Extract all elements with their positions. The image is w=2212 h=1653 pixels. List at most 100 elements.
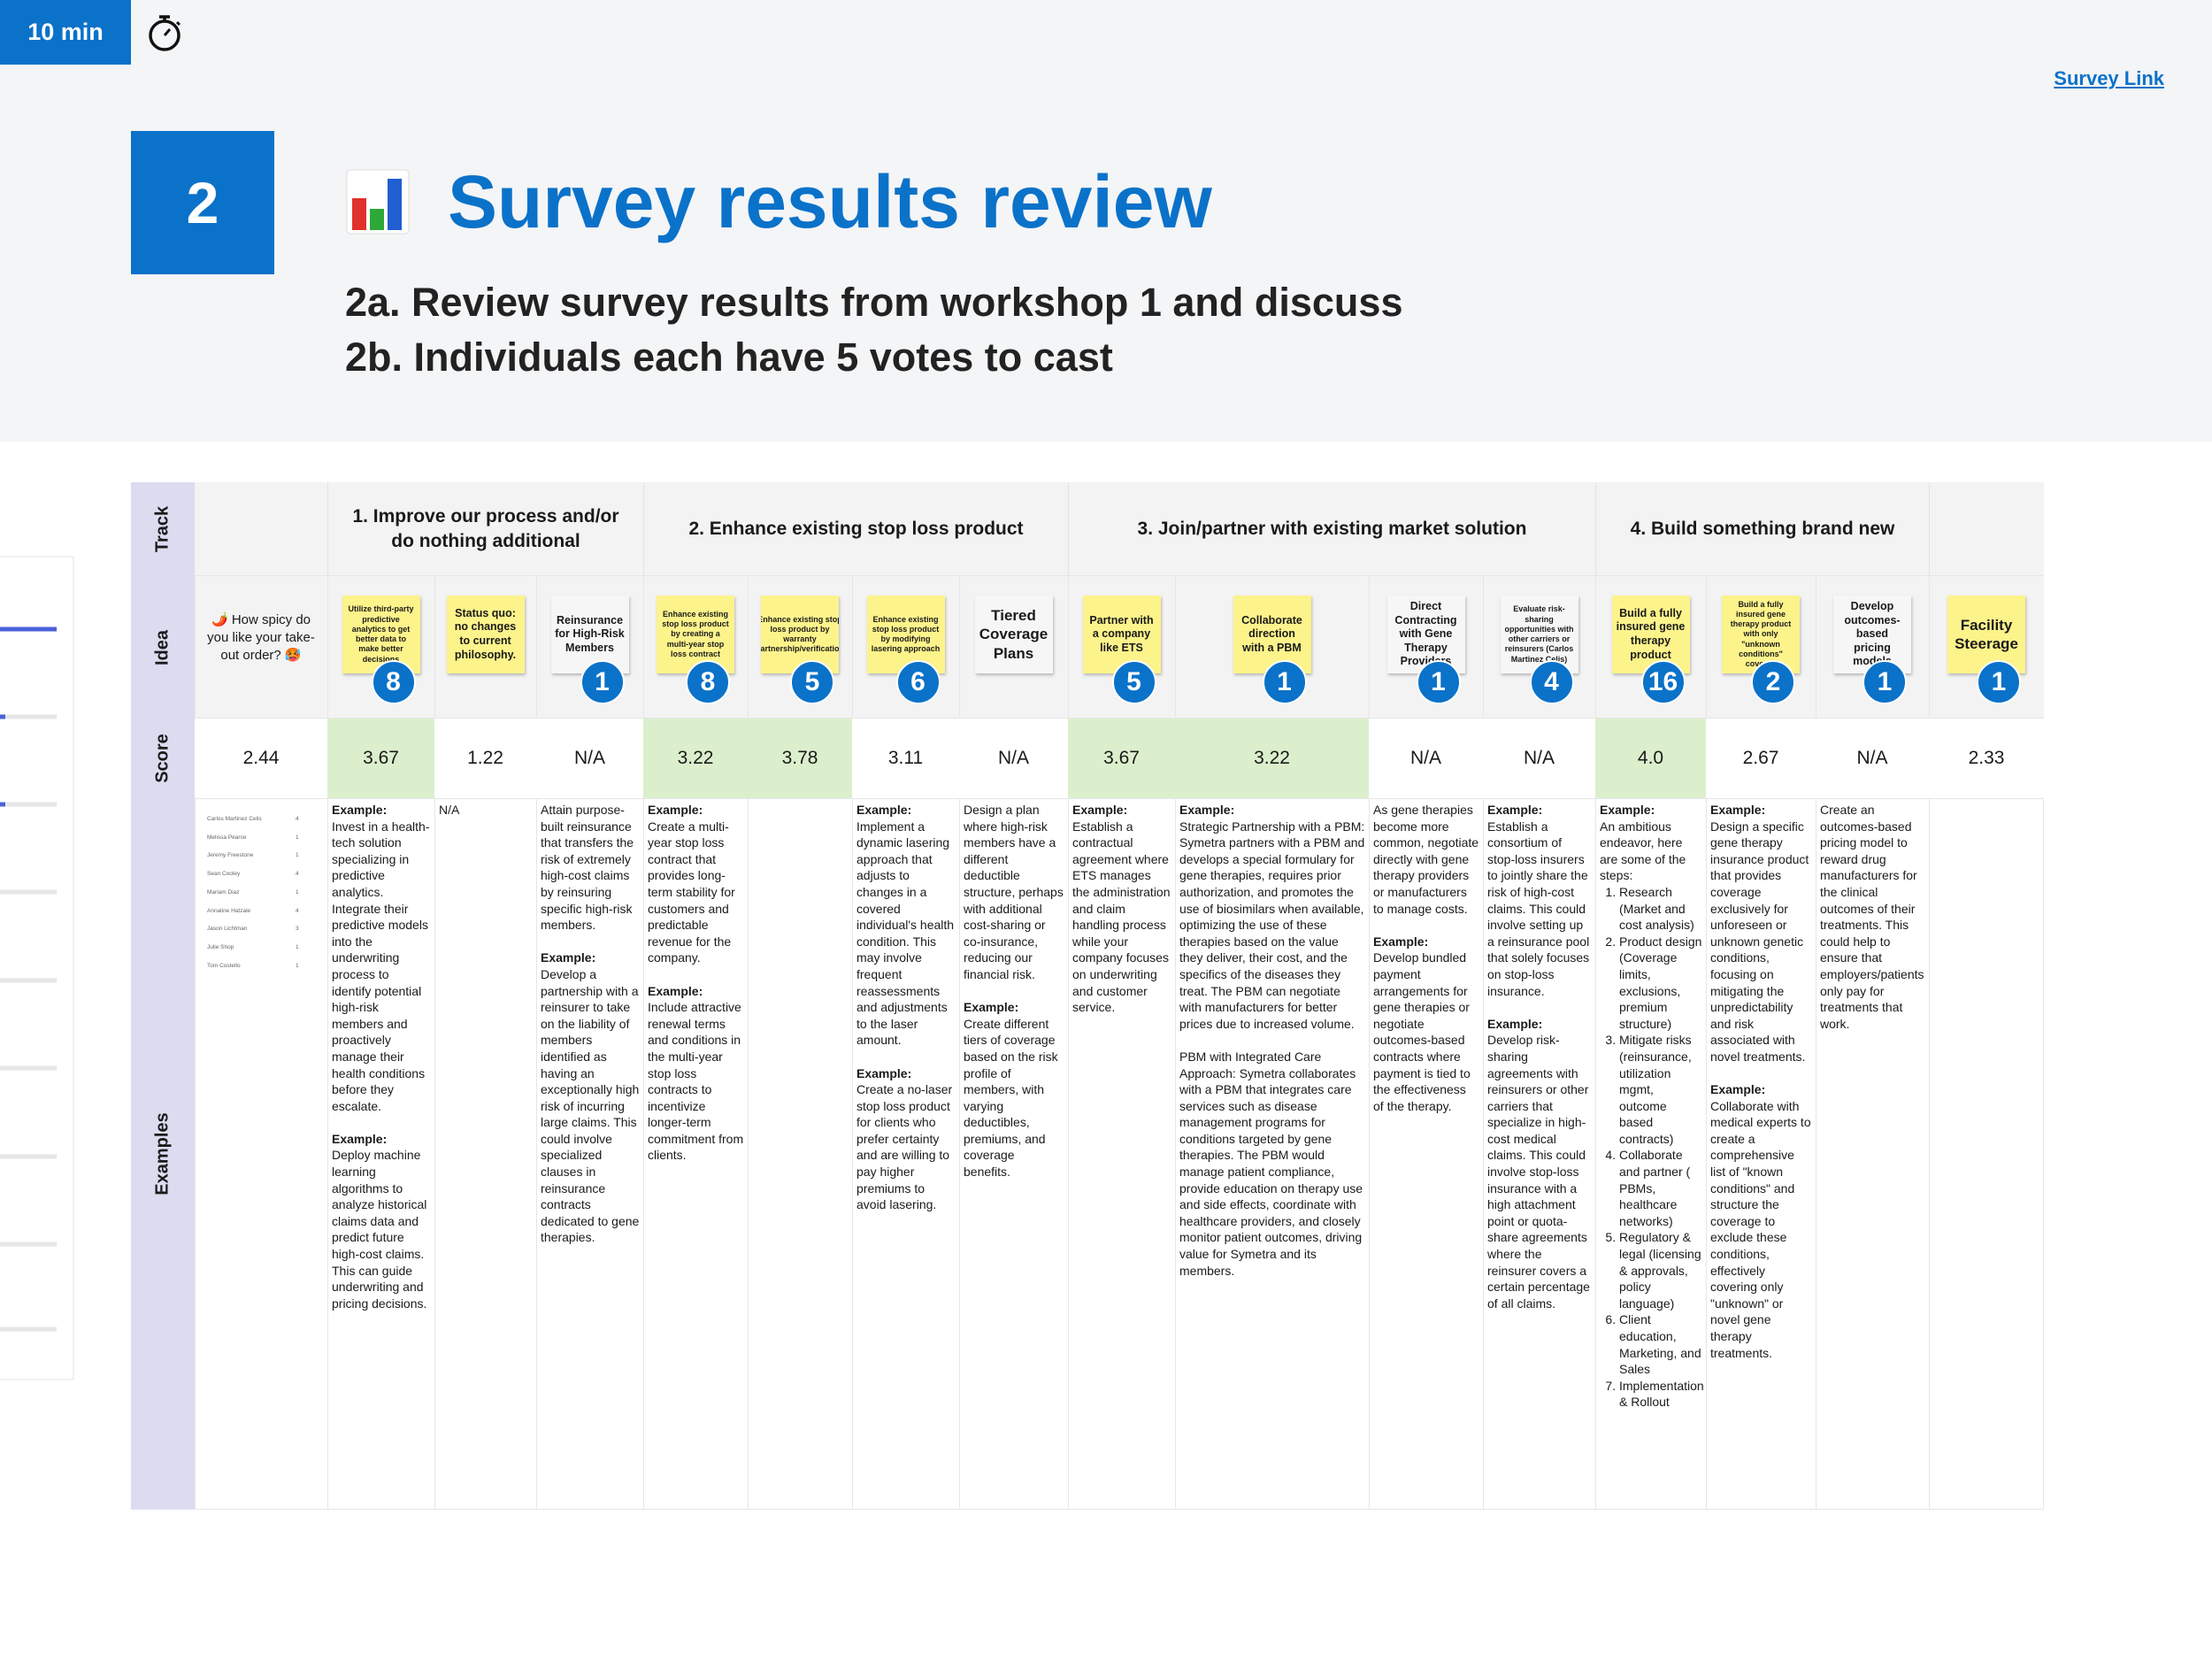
score-cell: N/A xyxy=(536,719,643,798)
example-text: N/A xyxy=(439,803,460,817)
sticky-note: Status quo: no changes to current philos… xyxy=(446,596,525,673)
score-cell: 4.0 xyxy=(1595,719,1706,798)
examples-area xyxy=(195,798,2044,1510)
chart-icon xyxy=(346,169,410,234)
example-text: Implement a dynamic lasering approach th… xyxy=(856,819,955,1048)
response-votes: 3 xyxy=(296,926,299,933)
sticky-note: Build a fully insured gene therapy produ… xyxy=(1722,596,1800,673)
track-header: 2. Enhance existing stop loss product xyxy=(643,482,1068,576)
score-cell: N/A xyxy=(959,719,1068,798)
examples-cell xyxy=(1929,798,2044,1510)
column-line xyxy=(1369,576,1370,1510)
response-name: Jason Lichtman xyxy=(207,926,248,933)
example-text: Establish a consortium of stop-loss insu… xyxy=(1487,819,1590,998)
example-block: Example: Develop risk-sharing agreements … xyxy=(1487,1016,1592,1312)
column-line xyxy=(195,576,196,1510)
example-heading: Example: xyxy=(648,803,703,817)
example-text: Create a multi-year stop loss contract t… xyxy=(648,819,735,965)
column-line xyxy=(852,576,853,1510)
example-heading: Example: xyxy=(1487,1016,1543,1031)
example-text: An ambitious endeavor, here are some of … xyxy=(1600,819,1686,883)
example-block: Example: Include attractive renewal terms… xyxy=(648,983,744,1165)
score-cell: 2.67 xyxy=(1706,719,1816,798)
score-cell: 3.78 xyxy=(748,719,852,798)
example-heading: Example: xyxy=(1600,803,1655,817)
track-header: 4. Build something brand new xyxy=(1595,482,1929,576)
example-text: Deploy machine learning algorithms to an… xyxy=(332,1148,427,1311)
example-step: Collaborate and partner ( PBMs, healthca… xyxy=(1619,1147,1702,1229)
response-votes: 1 xyxy=(296,962,299,969)
example-text: Include attractive renewal terms and con… xyxy=(648,1000,744,1163)
response-name: Annaline Hatzale xyxy=(207,907,251,914)
example-text: PBM with Integrated Care Approach: Symet… xyxy=(1179,1049,1363,1278)
vote-count: 1 xyxy=(1416,660,1461,704)
example-block: Example: Invest in a health-tech solution… xyxy=(332,802,431,1114)
example-text: Develop a partnership with a reinsurer t… xyxy=(541,966,640,1245)
example-block: Attain purpose-built reinsurance that tr… xyxy=(541,802,640,934)
response-votes: 4 xyxy=(296,816,299,822)
example-text: Develop risk-sharing agreements with rei… xyxy=(1487,1033,1590,1311)
examples-cell: Example: Strategic Partnership with a PBM… xyxy=(1175,798,1369,1510)
examples-cell xyxy=(748,798,852,1510)
score-cell: 2.44 xyxy=(195,719,327,798)
response-votes: 4 xyxy=(296,907,299,914)
response-name: Jeremy Freestone xyxy=(207,852,254,859)
column-line xyxy=(1483,576,1484,1510)
response-name: Melissa Pearce xyxy=(207,834,247,841)
row-label: Score xyxy=(152,734,173,783)
column-line xyxy=(1068,576,1069,1510)
example-heading: Example: xyxy=(1710,803,1766,817)
vote-count: 5 xyxy=(790,660,834,704)
survey-link[interactable]: Survey Link xyxy=(2054,67,2164,89)
sticky-note: Reinsurance for High-Risk Members xyxy=(550,596,629,673)
response-name: Julie Shop xyxy=(207,943,234,950)
example-text: Invest in a health-tech solution special… xyxy=(332,819,430,1113)
row-label: Examples xyxy=(152,1112,173,1196)
example-text: Develop bundled payment arrangements for… xyxy=(1373,950,1471,1113)
vote-count: 1 xyxy=(580,660,625,704)
example-steps: Research (Market and cost analysis)Produ… xyxy=(1600,884,1704,1411)
sticky-note: Facility Steerage xyxy=(1947,596,2025,673)
examples-cell: As gene therapies become more common, ne… xyxy=(1369,798,1483,1510)
example-block: Example: Establish a consortium of stop-l… xyxy=(1487,802,1592,999)
sticky-note: Tiered Coverage Plans xyxy=(974,596,1053,673)
examples-cell: Example: Establish a contractual agreemen… xyxy=(1068,798,1175,1510)
example-heading: Example: xyxy=(1179,803,1235,817)
score-cell: 3.22 xyxy=(1175,719,1369,798)
examples-cell: Example: Establish a consortium of stop-l… xyxy=(1483,798,1595,1510)
track-row xyxy=(195,482,2044,576)
response-votes: 1 xyxy=(296,943,299,950)
sticky-note: Enhance existing stop loss product by mo… xyxy=(866,596,945,673)
score-cell: 3.67 xyxy=(327,719,434,798)
example-block: Example: Strategic Partnership with a PBM… xyxy=(1179,802,1365,1032)
example-text: Strategic Partnership with a PBM: Symetr… xyxy=(1179,819,1365,1031)
score-cell: 2.33 xyxy=(1929,719,2044,798)
sticky-note: Direct Contracting with Gene Therapy Pro… xyxy=(1386,596,1465,673)
subtitle: 2b. Individuals each have 5 votes to cas… xyxy=(345,334,1113,380)
column-line xyxy=(748,576,749,1510)
example-heading: Example: xyxy=(856,803,912,817)
example-block: Example: Design a specific gene therapy i… xyxy=(1710,802,1812,1065)
example-heading: Example: xyxy=(332,803,388,817)
sticky-note: Enhance existing stop loss product by wa… xyxy=(761,596,839,673)
vote-count: 4 xyxy=(1529,660,1574,704)
example-text: Collaborate with medical experts to crea… xyxy=(1710,1098,1811,1360)
column-line xyxy=(1706,576,1707,1510)
example-step: Product design (Coverage limits, exclusi… xyxy=(1619,934,1702,1033)
row-label: Idea xyxy=(152,629,173,665)
response-votes: 4 xyxy=(296,871,299,878)
examples-cell: Example: Implement a dynamic lasering app… xyxy=(852,798,959,1510)
sticky-note: Evaluate risk-sharing opportunities with… xyxy=(1500,596,1578,673)
example-heading: Example: xyxy=(1072,803,1128,817)
response-name: Mariam Diaz xyxy=(207,888,240,896)
example-text: Create an outcomes-based pricing model t… xyxy=(1820,803,1924,1031)
vote-count: 2 xyxy=(1751,660,1795,704)
examples-cell: Create an outcomes-based pricing model t… xyxy=(1816,798,1929,1510)
score-cell: 3.22 xyxy=(643,719,748,798)
example-block: N/A xyxy=(439,802,533,819)
example-step: Client education, Marketing, and Sales xyxy=(1619,1311,1702,1377)
vote-count: 6 xyxy=(895,660,941,704)
example-block: Example: Create different tiers of covera… xyxy=(964,999,1064,1180)
example-heading: Example: xyxy=(541,950,596,965)
